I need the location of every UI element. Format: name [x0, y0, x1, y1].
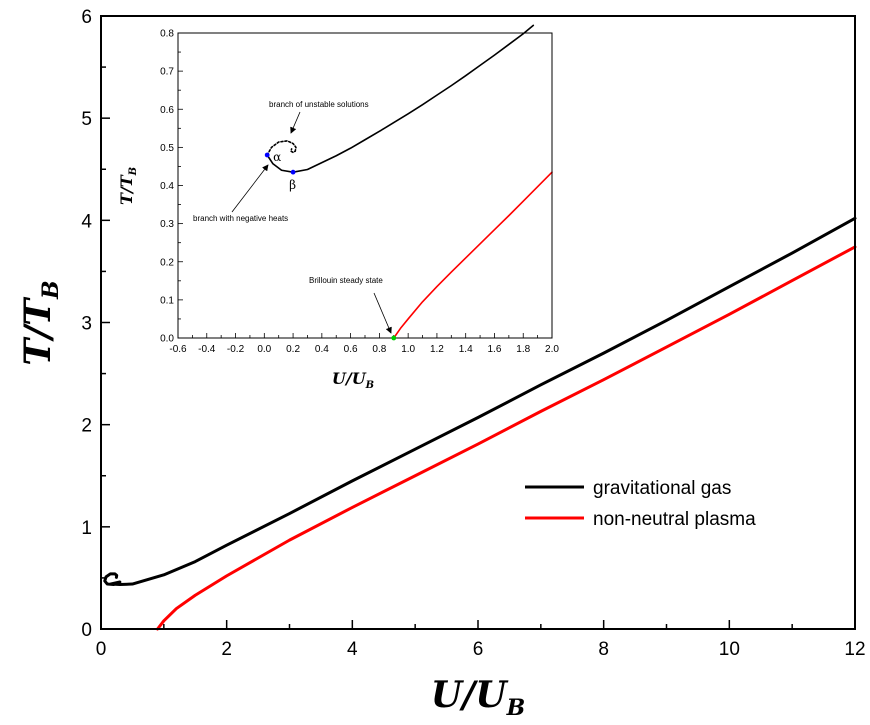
x-tick-label: 1.0: [401, 344, 415, 355]
y-tick-label: 0: [81, 620, 92, 641]
x-tick-label: 6: [473, 639, 484, 660]
y-tick-label: 1: [81, 518, 92, 539]
inset-series: [266, 24, 553, 339]
x-tick-label: -0.4: [198, 344, 216, 355]
x-tick-label: 2.0: [545, 344, 559, 355]
x-tick-label: 1.2: [430, 344, 444, 355]
main-y-axis-title: T/TB: [17, 280, 64, 365]
x-tick-label: 2: [221, 639, 232, 660]
inset-point-label: α: [273, 150, 281, 164]
arrow-brillouin: [373, 292, 392, 334]
inset-x-axis-title: U/UB: [332, 369, 374, 391]
series-line-0: [266, 24, 535, 173]
series-line-1: [156, 245, 857, 631]
legend-label-gravitational-gas: gravitational gas: [593, 478, 731, 499]
main-series: [103, 216, 857, 631]
series-line-0: [103, 216, 857, 587]
x-tick-label: 0.4: [315, 344, 329, 355]
y-tick-label: 0.6: [160, 105, 174, 116]
x-tick-label: 0.0: [257, 344, 271, 355]
arrow-unstable-branch: [290, 111, 301, 134]
arrow-negative-heats: [231, 164, 269, 213]
series-line-1: [266, 140, 297, 156]
inset-points: αβ: [264, 150, 397, 341]
inset-plot-frame: [177, 32, 553, 339]
y-tick-label: 4: [81, 211, 92, 232]
y-tick-label: 0.7: [160, 67, 174, 78]
x-tick-label: 1.6: [488, 344, 502, 355]
y-tick-label: 0.3: [160, 219, 174, 230]
inset-point-marker: [264, 152, 270, 158]
inset-plot: -0.6 -0.4 -0.2 0.0 0.2 0.4 0.6 0.8 1.0 1.2 1.4 1.6 1…: [117, 24, 559, 391]
y-tick-label: 0.8: [160, 29, 174, 40]
y-tick-label: 0.1: [160, 295, 174, 306]
x-tick-label: 0.6: [344, 344, 358, 355]
main-plot-frame: [100, 15, 856, 630]
main-legend: gravitational gas non-neutral plasma: [525, 478, 756, 530]
inset-point-marker: [290, 169, 296, 175]
y-tick-label: 0.2: [160, 257, 174, 268]
series-line-2: [392, 171, 553, 339]
y-tick-label: 0.0: [160, 334, 174, 345]
y-tick-label: 6: [81, 7, 92, 28]
inset-background: [178, 33, 552, 338]
inset-y-axis-title: T/TB: [117, 167, 139, 205]
annotation-brillouin: Brillouin steady state: [309, 276, 383, 285]
inset-ticks: -0.6 -0.4 -0.2 0.0 0.2 0.4 0.6 0.8 1.0 1.2 1.4 1.6 1…: [160, 29, 559, 356]
x-tick-label: 10: [719, 639, 740, 660]
inset-point-marker: [391, 335, 397, 341]
x-tick-label: 4: [347, 639, 358, 660]
y-tick-label: 0.5: [160, 143, 174, 154]
inset-point-label: β: [289, 178, 296, 192]
x-tick-label: -0.2: [227, 344, 245, 355]
x-tick-label: 1.8: [516, 344, 530, 355]
annotation-negative-heats: branch with negative heats: [193, 214, 288, 223]
x-tick-label: 1.4: [459, 344, 473, 355]
x-tick-label: 8: [598, 639, 609, 660]
legend-label-non-neutral-plasma: non-neutral plasma: [593, 509, 756, 530]
annotation-unstable-branch: branch of unstable solutions: [269, 100, 369, 109]
y-tick-label: 0.4: [160, 181, 174, 192]
y-tick-label: 5: [81, 109, 92, 130]
y-tick-label: 2: [81, 416, 92, 437]
x-tick-label: 0.2: [286, 344, 300, 355]
main-x-axis-title: U/UB: [431, 674, 526, 721]
x-tick-label: 0: [96, 639, 107, 660]
x-tick-label: 0.8: [372, 344, 386, 355]
x-tick-label: -0.6: [169, 344, 187, 355]
y-tick-label: 3: [81, 314, 92, 335]
x-tick-label: 12: [844, 639, 865, 660]
